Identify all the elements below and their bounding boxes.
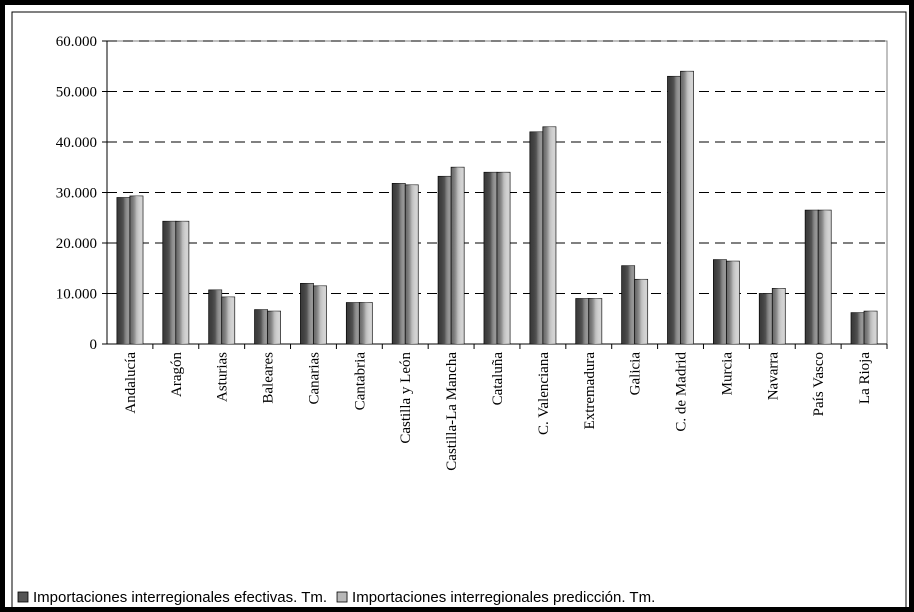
bar <box>345 302 360 345</box>
x-tick-label: Cataluña <box>490 352 506 406</box>
y-tick-label: 40.000 <box>56 135 97 151</box>
bar <box>175 220 190 345</box>
bar <box>358 302 373 345</box>
x-tick-label: Galicia <box>628 352 644 396</box>
bar <box>404 184 419 345</box>
bar <box>726 260 740 345</box>
y-tick-label: 30.000 <box>56 186 97 202</box>
x-tick-label: País Vasco <box>811 352 827 416</box>
bar <box>863 310 878 345</box>
bar <box>483 171 498 345</box>
x-tick-label: C. de Madrid <box>674 352 690 432</box>
bar <box>634 278 649 345</box>
bar <box>529 131 544 345</box>
y-tick-label: 60.000 <box>56 34 97 50</box>
bar <box>162 220 177 345</box>
bar <box>817 209 832 345</box>
x-tick-label: Castilla-La Mancha <box>444 352 460 471</box>
bar <box>208 289 223 345</box>
bar <box>667 75 681 345</box>
bar <box>391 183 406 345</box>
x-tick-label: Extremadura <box>582 352 598 430</box>
bar <box>450 166 465 345</box>
bar <box>680 70 694 345</box>
x-tick-label: Canarias <box>306 352 322 405</box>
bar <box>804 209 819 345</box>
bar <box>221 296 236 345</box>
x-tick-label: Murcia <box>719 352 735 396</box>
x-tick-label: Cantabria <box>352 352 368 411</box>
bar <box>850 312 865 345</box>
bar <box>267 310 281 345</box>
bar <box>300 282 314 345</box>
y-tick-label: 10.000 <box>56 287 97 303</box>
bar <box>621 265 636 345</box>
bar <box>575 298 590 345</box>
x-tick-label: Aragón <box>169 352 185 397</box>
bar <box>588 298 603 345</box>
bar <box>542 126 557 345</box>
legend-label: Importaciones interregionales predicción… <box>352 589 655 606</box>
bar <box>437 175 452 345</box>
bar <box>496 171 511 345</box>
x-tick-label: Navarra <box>765 352 781 401</box>
y-tick-label: 50.000 <box>56 85 97 101</box>
x-tick-label: C. Valenciana <box>536 352 552 435</box>
y-tick-label: 20.000 <box>56 236 97 252</box>
bar <box>129 195 144 345</box>
x-tick-label: La Rioja <box>857 352 873 404</box>
x-tick-label: Andalucía <box>123 352 139 414</box>
x-tick-label: Asturias <box>215 352 231 402</box>
legend-swatch <box>17 591 29 603</box>
bar <box>116 197 131 345</box>
y-tick-label: 0 <box>90 337 98 353</box>
bar <box>758 293 773 345</box>
legend-swatch <box>336 591 348 603</box>
x-tick-label: Baleares <box>261 352 277 404</box>
bar <box>713 259 727 345</box>
x-tick-label: Castilla y León <box>398 352 414 444</box>
bar <box>771 288 786 345</box>
chart-frame <box>11 11 907 612</box>
bar <box>313 285 327 345</box>
bar <box>254 309 268 345</box>
legend-label: Importaciones interregionales efectivas.… <box>33 589 327 606</box>
